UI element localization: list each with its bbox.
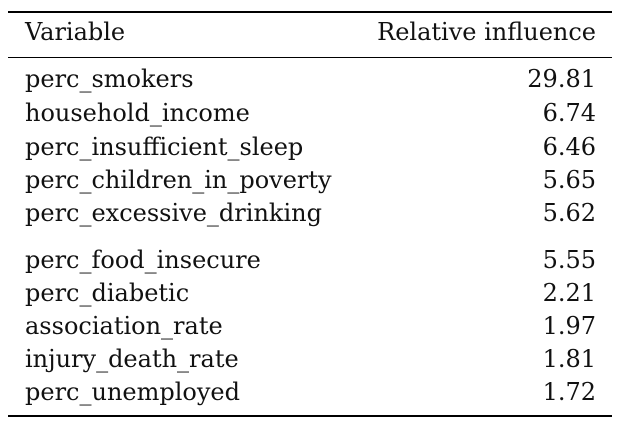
row-variable: perc_children_in_poverty [25,166,332,194]
row-influence: 1.97 [542,312,596,340]
row-influence: 1.81 [542,345,596,373]
row-influence: 1.72 [542,378,596,406]
bottom-rule [8,415,612,417]
row-variable: perc_smokers [25,65,194,93]
row-influence: 6.74 [542,99,596,127]
row-variable: household_income [25,99,250,127]
row-variable: association_rate [25,312,223,340]
row-variable: perc_excessive_drinking [25,199,322,227]
row-variable: injury_death_rate [25,345,239,373]
row-variable: perc_unemployed [25,378,240,406]
row-influence: 6.46 [542,133,596,161]
header-variable: Variable [25,18,126,46]
row-variable: perc_food_insecure [25,246,261,274]
row-influence: 5.55 [542,246,596,274]
row-influence: 5.62 [542,199,596,227]
row-variable: perc_insufficient_sleep [25,133,304,161]
row-influence: 2.21 [542,279,596,307]
row-influence: 5.65 [542,166,596,194]
header-relative-influence: Relative influence [377,18,596,46]
top-rule [8,11,612,13]
row-influence: 29.81 [527,65,596,93]
row-variable: perc_diabetic [25,279,190,307]
header-rule [8,57,612,58]
